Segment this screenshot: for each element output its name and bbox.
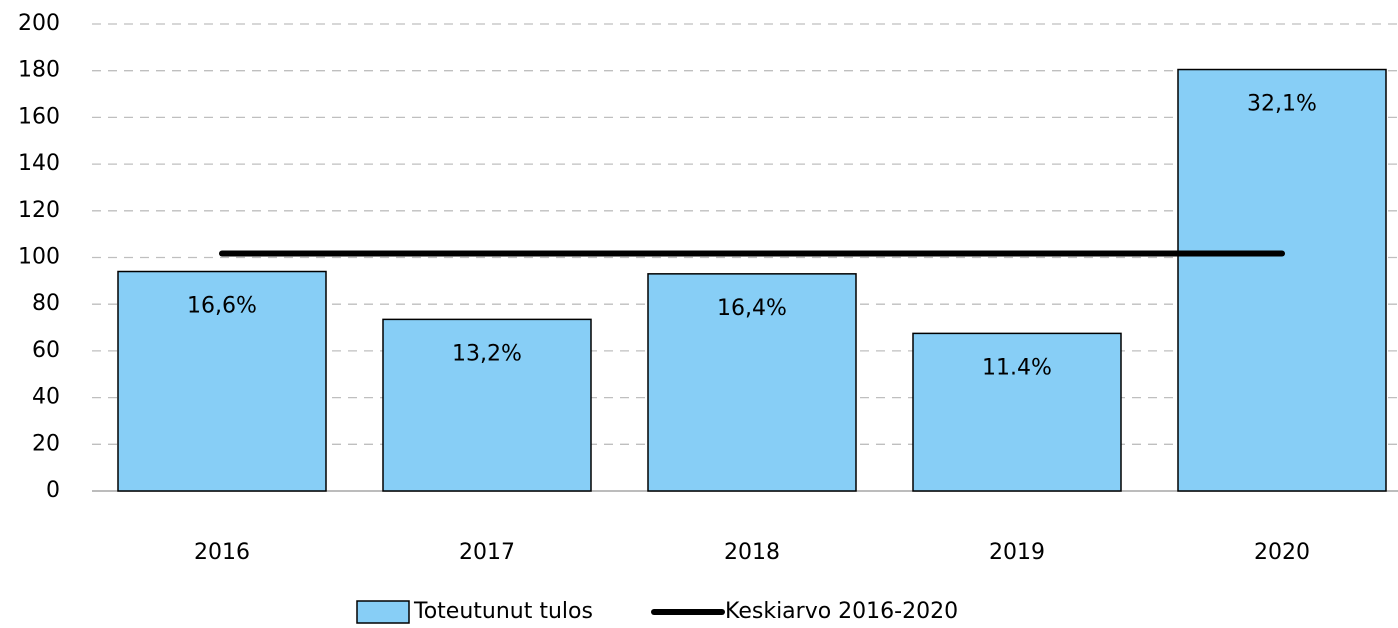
bar-label: 11.4%	[982, 355, 1052, 380]
y-tick-label: 100	[18, 245, 60, 270]
bar	[117, 270, 327, 492]
y-tick-label: 40	[32, 385, 60, 410]
x-tick-label: 2017	[459, 540, 515, 565]
y-tick-label: 120	[18, 198, 60, 223]
x-tick-label: 2020	[1254, 540, 1310, 565]
bar	[647, 273, 857, 492]
x-tick-label: 2018	[724, 540, 780, 565]
y-tick-label: 140	[18, 151, 60, 176]
y-tick-label: 0	[46, 478, 60, 503]
y-tick-label: 60	[32, 338, 60, 363]
y-tick-label: 20	[32, 431, 60, 456]
bar-label: 16,6%	[187, 294, 257, 319]
y-tick-label: 180	[18, 58, 60, 83]
legend-label: Toteutunut tulos	[413, 599, 593, 624]
y-tick-label: 80	[32, 291, 60, 316]
bar-label: 13,2%	[452, 341, 522, 366]
legend-label: Keskiarvo 2016-2020	[725, 599, 958, 624]
bar-label: 16,4%	[717, 296, 787, 321]
legend-swatch	[356, 600, 410, 624]
bar	[1177, 68, 1387, 492]
x-tick-label: 2019	[989, 540, 1045, 565]
y-tick-label: 200	[18, 11, 60, 36]
bar	[382, 318, 592, 492]
y-tick-label: 160	[18, 104, 60, 129]
bar-label: 32,1%	[1247, 92, 1317, 117]
bar	[912, 332, 1122, 492]
x-tick-label: 2016	[194, 540, 250, 565]
